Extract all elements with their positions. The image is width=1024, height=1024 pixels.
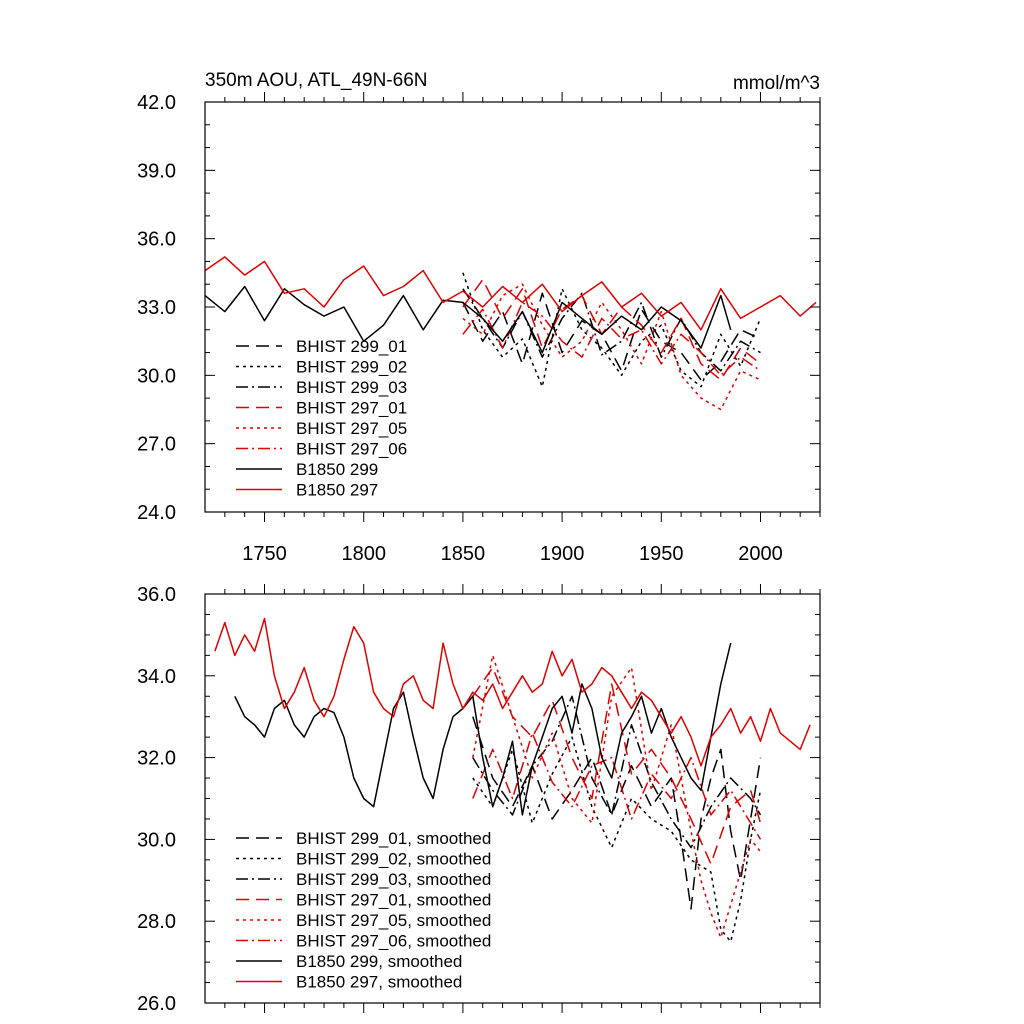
top-series-7 — [204, 256, 817, 331]
top-series-4 — [462, 283, 761, 411]
bottom-ytick-label: 28.0 — [137, 911, 176, 933]
top-legend-label-5: BHIST 297_06 — [296, 440, 407, 459]
top-ytick-label: 33.0 — [137, 297, 176, 319]
bottom-ytick-label: 32.0 — [137, 748, 176, 770]
top-ytick-label: 39.0 — [137, 160, 176, 182]
bottom-legend-label-5: BHIST 297_06, smoothed — [296, 932, 491, 951]
top-series-6 — [204, 285, 732, 354]
bottom-legend-label-0: BHIST 299_01, smoothed — [296, 829, 491, 848]
bottom-series-0 — [472, 716, 762, 910]
top-xtick-label: 1750 — [242, 543, 287, 565]
bottom-legend-label-1: BHIST 299_02, smoothed — [296, 850, 491, 869]
top-ytick-label: 36.0 — [137, 229, 176, 251]
top-series-0 — [462, 292, 761, 381]
bottom-panel: 26.0 28.0 30.0 32.0 34.0 36.0 BHIST 299_01, sm… — [137, 584, 821, 1015]
top-xtick-label: 1900 — [540, 543, 585, 565]
top-series-5 — [462, 301, 761, 377]
top-legend-label-3: BHIST 297_01 — [296, 399, 407, 418]
top-series-1 — [462, 272, 762, 388]
bottom-legend-label-2: BHIST 299_03, smoothed — [296, 870, 491, 889]
bottom-series-2 — [472, 695, 762, 849]
bottom-ytick-label: 36.0 — [137, 584, 176, 606]
bottom-ytick-label: 30.0 — [137, 829, 176, 851]
bottom-series-3 — [472, 666, 762, 865]
top-panel: 350m AOU, ATL_49N-66N mmol/m^3 24.0 27.0 3… — [137, 70, 821, 565]
bottom-legend-label-3: BHIST 297_01, smoothed — [296, 891, 491, 910]
top-ytick-label: 24.0 — [137, 502, 176, 524]
bottom-series-6 — [234, 642, 732, 816]
top-legend-label-1: BHIST 299_02 — [296, 358, 407, 377]
top-xtick-label: 2000 — [738, 543, 783, 565]
top-panel-title: 350m AOU, ATL_49N-66N — [205, 70, 427, 91]
top-xtick-label: 1800 — [341, 543, 386, 565]
bottom-series-7 — [214, 617, 811, 767]
top-xtick-label: 1850 — [441, 543, 486, 565]
bottom-legend-label-7: B1850 297, smoothed — [296, 973, 462, 992]
bottom-ytick-label: 34.0 — [137, 666, 176, 688]
top-series-3 — [462, 278, 761, 381]
top-xtick-label: 1950 — [639, 543, 684, 565]
top-series-2 — [462, 288, 761, 372]
top-legend-label-4: BHIST 297_05 — [296, 419, 407, 438]
bottom-legend-label-6: B1850 299, smoothed — [296, 952, 462, 971]
bottom-series-4 — [472, 654, 762, 939]
top-ytick-label: 42.0 — [137, 92, 176, 114]
top-panel-units: mmol/m^3 — [733, 73, 820, 94]
top-ytick-label: 30.0 — [137, 365, 176, 387]
top-legend-label-2: BHIST 299_03 — [296, 378, 407, 397]
top-legend-label-6: B1850 299 — [296, 460, 378, 479]
bottom-legend-label-4: BHIST 297_05, smoothed — [296, 911, 491, 930]
top-ytick-label: 27.0 — [137, 434, 176, 456]
top-legend-label-7: B1850 297 — [296, 481, 378, 500]
bottom-series-5 — [472, 732, 762, 840]
top-legend-label-0: BHIST 299_01 — [296, 337, 407, 356]
bottom-ytick-label: 26.0 — [137, 993, 176, 1015]
